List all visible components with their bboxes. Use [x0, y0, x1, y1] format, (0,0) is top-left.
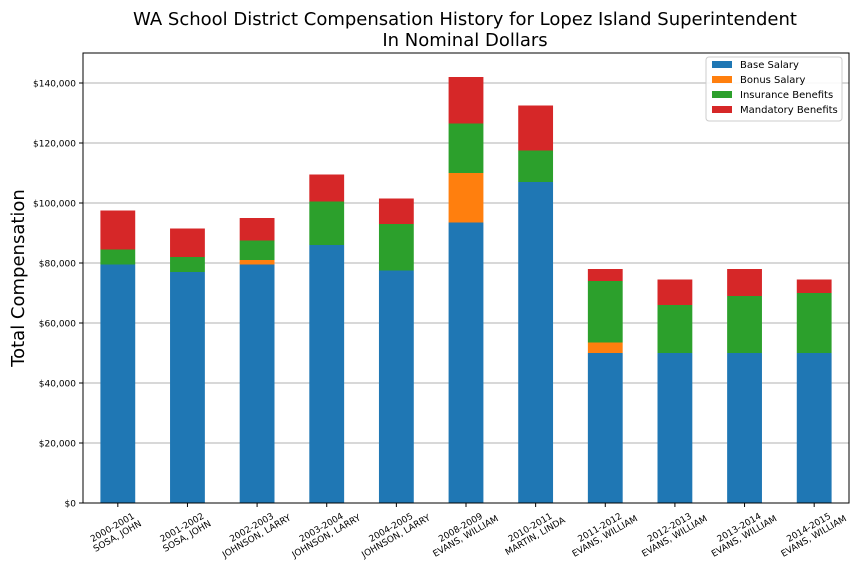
- legend-label: Mandatory Benefits: [740, 105, 838, 116]
- bar-mandatory-benefits: [657, 279, 693, 305]
- x-axis: 2000-2001SOSA, JOHN 2001-2002SOSA, JOHN 20…: [87, 503, 849, 561]
- y-tick-label: $0: [65, 500, 77, 510]
- bar-mandatory-benefits: [448, 77, 484, 124]
- bar-base-salary: [309, 245, 345, 503]
- legend-swatch: [712, 106, 732, 113]
- bar-insurance-benefits: [796, 293, 832, 353]
- legend-label: Base Salary: [740, 60, 799, 71]
- chart-title: WA School District Compensation History …: [133, 9, 797, 30]
- bar-base-salary: [448, 222, 484, 503]
- x-tick-label: 2014-2015EVANS, WILLIAM: [775, 506, 849, 560]
- bar-insurance-benefits: [309, 201, 345, 245]
- bar-base-salary: [170, 272, 205, 503]
- bar-base-salary: [378, 270, 414, 503]
- legend-label: Insurance Benefits: [740, 90, 833, 101]
- bar-mandatory-benefits: [796, 279, 832, 293]
- x-tick-label: 2002-2003JOHNSON, LARRY: [215, 504, 293, 561]
- bar-mandatory-benefits: [100, 210, 136, 250]
- bar-mandatory-benefits: [727, 269, 762, 296]
- legend-swatch: [712, 61, 732, 68]
- x-tick-label: 2012-2013EVANS, WILLIAM: [635, 506, 709, 560]
- y-tick-label: $100,000: [33, 200, 76, 210]
- y-tick-label: $60,000: [39, 320, 76, 330]
- bar-bonus-salary: [448, 173, 484, 223]
- bar-bonus-salary: [587, 342, 623, 353]
- legend-box: [705, 56, 843, 122]
- y-tick-label: $20,000: [39, 440, 76, 450]
- legend-swatch: [712, 76, 732, 83]
- y-tick-label: $120,000: [33, 140, 76, 150]
- bar-base-salary: [518, 182, 554, 503]
- bar-insurance-benefits: [100, 249, 136, 265]
- bar-insurance-benefits: [587, 281, 623, 343]
- legend-swatch: [712, 91, 732, 98]
- bar-base-salary: [100, 264, 136, 503]
- bar-insurance-benefits: [448, 123, 484, 173]
- bar-insurance-benefits: [378, 224, 414, 271]
- y-axis-label: Total Compensation: [8, 189, 29, 368]
- x-tick-label: 2001-2002SOSA, JOHN: [157, 510, 214, 554]
- bar-base-salary: [239, 264, 275, 503]
- bar-mandatory-benefits: [309, 174, 345, 202]
- x-tick-label: 2004-2005JOHNSON, LARRY: [355, 504, 433, 561]
- bar-bonus-salary: [239, 260, 275, 265]
- bar-insurance-benefits: [727, 296, 762, 353]
- legend-label: Bonus Salary: [740, 75, 806, 86]
- x-tick-label: 2008-2009EVANS, WILLIAM: [427, 506, 501, 560]
- bar-base-salary: [587, 353, 623, 503]
- bar-base-salary: [657, 353, 693, 503]
- bar-base-salary: [796, 353, 832, 503]
- bar-mandatory-benefits: [239, 218, 275, 241]
- bar-insurance-benefits: [657, 305, 693, 353]
- bar-insurance-benefits: [170, 257, 205, 272]
- y-tick-label: $140,000: [33, 80, 76, 90]
- y-tick-label: $80,000: [39, 260, 76, 270]
- x-tick-label: 2003-2004JOHNSON, LARRY: [285, 504, 363, 561]
- x-tick-label: 2011-2012EVANS, WILLIAM: [566, 506, 640, 560]
- bar-mandatory-benefits: [518, 105, 554, 151]
- bar-base-salary: [727, 353, 762, 503]
- bar-insurance-benefits: [239, 240, 275, 260]
- bar-mandatory-benefits: [170, 228, 205, 257]
- bar-mandatory-benefits: [378, 198, 414, 224]
- legend: Base Salary Bonus Salary Insurance Benefit…: [705, 56, 843, 122]
- y-tick-label: $40,000: [39, 380, 76, 390]
- x-tick-label: 2010-2011MARTIN, LINDA: [499, 507, 568, 558]
- chart-subtitle: In Nominal Dollars: [382, 30, 547, 51]
- bar-insurance-benefits: [518, 150, 554, 182]
- x-tick-label: 2000-2001SOSA, JOHN: [87, 510, 144, 554]
- bar-mandatory-benefits: [587, 269, 623, 281]
- y-axis: $0 $20,000 $40,000 $60,000 $80,000 $100,000 $1…: [33, 80, 83, 510]
- x-tick-label: 2013-2014EVANS, WILLIAM: [705, 506, 779, 560]
- bars-group: [100, 77, 832, 503]
